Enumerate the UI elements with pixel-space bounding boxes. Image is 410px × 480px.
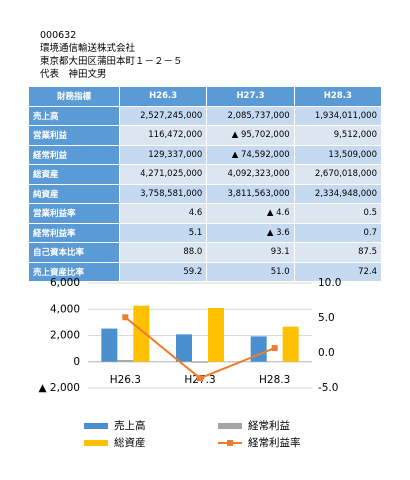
table-cell: 93.1 — [206, 242, 295, 263]
address: 東京都大田区蒲田本町１－２－５ — [40, 56, 183, 67]
y2-tick-label: 5.0 — [318, 312, 335, 324]
table-cell: 88.0 — [118, 242, 208, 263]
y-tick-label: 4,000 — [50, 303, 80, 315]
bar — [282, 326, 299, 362]
table-cell: 1,934,011,000 — [293, 105, 383, 126]
table-cell: ▲ 95,702,000 — [206, 125, 295, 146]
representative: 代表 神田文男 — [40, 69, 107, 80]
code: 000632 — [40, 30, 77, 41]
line-marker — [122, 314, 129, 321]
legend-label: 経常利益率 — [248, 436, 301, 449]
bar — [117, 360, 134, 362]
y2-tick-label: 10.0 — [318, 277, 341, 289]
table-cell: 4,092,323,000 — [206, 164, 295, 185]
bar — [250, 336, 267, 362]
table-cell: 売上高 — [28, 105, 120, 126]
table-cell: 売上資産比率 — [28, 261, 120, 282]
table-cell: 2,670,018,000 — [293, 164, 383, 185]
table-cell: 0.5 — [293, 203, 383, 224]
table-cell: 2,085,737,000 — [206, 105, 295, 126]
table-cell: 87.5 — [293, 242, 383, 263]
table-cell: 51.0 — [206, 261, 295, 282]
table-cell: 財務指標 — [28, 86, 120, 107]
x-tick-label: H26.3 — [110, 374, 141, 386]
legend-label: 総資産 — [114, 436, 146, 449]
table-cell: 116,472,000 — [118, 125, 208, 146]
table-cell: 129,337,000 — [118, 144, 208, 165]
chart: ▲ 2,000 0 2,000 4,000 6,000 -5.0 0.0 5.0 10.0 H26… — [39, 277, 342, 449]
line-marker — [271, 345, 278, 352]
table-cell: 4.6 — [118, 203, 208, 224]
table-cell: 3,811,563,000 — [206, 183, 295, 204]
header: 000632 環境通信輸送株式会社 東京都大田区蒲田本町１－２－５ 代表 神田文… — [40, 29, 183, 81]
table-cell: H26.3 — [118, 86, 208, 107]
table-cell: H27.3 — [206, 86, 295, 107]
table-row: 自己資本比率 88.0 93.1 87.5 — [28, 242, 383, 263]
table-cell: ▲ 74,592,000 — [206, 144, 295, 165]
bar — [133, 305, 150, 362]
bar — [208, 308, 224, 362]
table-row: 営業利益率 4.6 ▲ 4.6 0.5 — [28, 203, 383, 224]
table-cell: 2,334,948,000 — [293, 183, 383, 204]
table-cell: 営業利益率 — [28, 203, 120, 224]
y-tick-label: 6,000 — [50, 277, 80, 289]
x-tick-label: H28.3 — [259, 374, 290, 386]
table-row: 総資産 4,271,025,000 4,092,323,000 2,670,018,0… — [28, 164, 383, 185]
bar — [176, 334, 192, 362]
table-cell: ▲ 4.6 — [206, 203, 295, 224]
y2-tick-label: 0.0 — [318, 347, 335, 359]
legend-swatch — [218, 423, 242, 429]
company: 環境通信輸送株式会社 — [40, 43, 136, 54]
table-cell: 72.4 — [293, 261, 383, 282]
table-cell: 4,271,025,000 — [118, 164, 208, 185]
legend-swatch — [84, 440, 108, 446]
bar — [192, 361, 208, 363]
table-row: 財務指標 H26.3 H27.3 H28.3 — [28, 86, 383, 107]
table-cell: 経常利益率 — [28, 222, 120, 243]
table-cell: 自己資本比率 — [28, 242, 120, 263]
table-cell: 0.7 — [293, 222, 383, 243]
table-row: 経常利益 129,337,000 ▲ 74,592,000 13,509,000 — [28, 144, 383, 165]
table-cell: 13,509,000 — [293, 144, 383, 165]
y-tick-label: 0 — [73, 356, 80, 368]
table-cell: 純資産 — [28, 183, 120, 204]
y-tick-label: 2,000 — [50, 330, 80, 342]
table-cell: 3,758,581,000 — [118, 183, 208, 204]
table-cell: 総資産 — [28, 164, 120, 185]
table-row: 売上資産比率 59.2 51.0 72.4 — [28, 261, 383, 282]
bar — [101, 328, 118, 362]
table-cell: 59.2 — [118, 261, 208, 282]
legend-swatch — [84, 423, 108, 429]
financial-table: 財務指標 H26.3 H27.3 H28.3 売上高 2,527,245,000 2,085… — [28, 86, 383, 282]
table-cell: 経常利益 — [28, 144, 120, 165]
table-row: 純資産 3,758,581,000 3,811,563,000 2,334,948,0… — [28, 183, 383, 204]
table-cell: H28.3 — [293, 86, 383, 107]
table-row: 売上高 2,527,245,000 2,085,737,000 1,934,011,0… — [28, 105, 383, 126]
table-cell: 営業利益 — [28, 125, 120, 146]
table-row: 営業利益 116,472,000 ▲ 95,702,000 9,512,000 — [28, 125, 383, 146]
y-tick-label: ▲ 2,000 — [39, 382, 80, 394]
table-cell: 5.1 — [118, 222, 208, 243]
legend-label: 経常利益 — [248, 419, 290, 432]
table-cell: 2,527,245,000 — [118, 105, 208, 126]
table-cell: ▲ 3.6 — [206, 222, 295, 243]
table-row: 経常利益率 5.1 ▲ 3.6 0.7 — [28, 222, 383, 243]
legend-label: 売上高 — [114, 419, 146, 432]
table-cell: 9,512,000 — [293, 125, 383, 146]
line-marker — [197, 375, 203, 382]
legend-marker — [227, 440, 233, 446]
y2-tick-label: -5.0 — [318, 382, 339, 394]
